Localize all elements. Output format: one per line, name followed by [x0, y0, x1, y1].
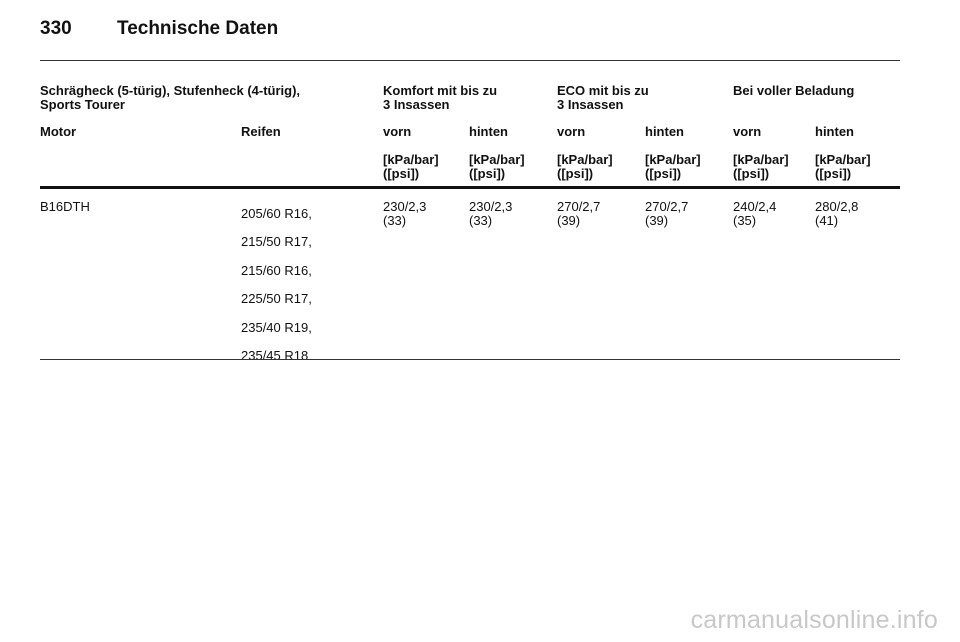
pressure-kpa-bar: 230/2,3 — [469, 199, 513, 214]
column-header-full-front: vorn — [733, 124, 762, 139]
pressure-kpa-bar: 280/2,8 — [815, 199, 859, 214]
unit-label-psi: ([psi]) — [645, 166, 682, 181]
comfort-front-pressure: 230/2,3 (33) — [383, 200, 426, 228]
tire-sizes-cell: 205/60 R16, 215/50 R17, 215/60 R16, 225/… — [241, 200, 312, 370]
tire-size: 215/50 R17, — [241, 234, 312, 250]
vehicle-type-header-line1: Schrägheck (5-türig), Stufenheck (4-türi… — [40, 83, 301, 98]
column-header-eco-rear: hinten — [645, 124, 684, 139]
tire-size: 215/60 R16, — [241, 262, 312, 278]
column-header-motor: Motor — [40, 124, 77, 139]
comfort-header: Komfort mit bis zu 3 Insassen — [383, 84, 497, 112]
unit-header-comfort-front: [kPa/bar] ([psi]) — [383, 153, 439, 181]
full-load-header: Bei voller Beladung — [733, 83, 855, 98]
pressure-psi: (39) — [557, 213, 581, 228]
header-divider — [40, 60, 900, 61]
unit-header-full-rear: [kPa/bar] ([psi]) — [815, 153, 871, 181]
eco-rear-pressure: 270/2,7 (39) — [645, 200, 688, 228]
watermark: carmanualsonline.info — [690, 606, 938, 634]
unit-label-psi: ([psi]) — [469, 166, 506, 181]
pressure-psi: (39) — [645, 213, 669, 228]
pressure-psi: (33) — [469, 213, 493, 228]
unit-label-psi: ([psi]) — [733, 166, 770, 181]
unit-label-psi: ([psi]) — [815, 166, 852, 181]
comfort-header-line2: 3 Insassen — [383, 97, 450, 112]
vehicle-type-header: Schrägheck (5-türig), Stufenheck (4-türi… — [40, 84, 300, 112]
eco-header: ECO mit bis zu 3 Insassen — [557, 84, 649, 112]
tire-size: 235/40 R19, — [241, 319, 312, 335]
pressure-psi: (35) — [733, 213, 757, 228]
page-title: Technische Daten — [117, 18, 279, 39]
unit-label-psi: ([psi]) — [383, 166, 420, 181]
unit-label-kpa-bar: [kPa/bar] — [557, 152, 613, 167]
eco-header-line2: 3 Insassen — [557, 97, 624, 112]
unit-label-kpa-bar: [kPa/bar] — [815, 152, 871, 167]
page-number: 330 — [40, 18, 72, 39]
unit-label-kpa-bar: [kPa/bar] — [469, 152, 525, 167]
pressure-kpa-bar: 270/2,7 — [645, 199, 689, 214]
motor-cell: B16DTH — [40, 199, 90, 214]
unit-header-comfort-rear: [kPa/bar] ([psi]) — [469, 153, 525, 181]
unit-header-full-front: [kPa/bar] ([psi]) — [733, 153, 789, 181]
pressure-psi: (41) — [815, 213, 839, 228]
column-header-full-rear: hinten — [815, 124, 854, 139]
table-bottom-divider — [40, 359, 900, 360]
tire-size: 205/60 R16, — [241, 206, 312, 221]
table-header-divider — [40, 186, 900, 189]
unit-label-kpa-bar: [kPa/bar] — [645, 152, 701, 167]
tire-size: 235/45 R18 — [241, 347, 309, 363]
comfort-header-line1: Komfort mit bis zu — [383, 83, 498, 98]
full-rear-pressure: 280/2,8 (41) — [815, 200, 858, 228]
column-header-comfort-rear: hinten — [469, 124, 508, 139]
tire-size: 225/50 R17, — [241, 291, 312, 307]
column-header-eco-front: vorn — [557, 124, 586, 139]
pressure-kpa-bar: 270/2,7 — [557, 199, 601, 214]
column-header-comfort-front: vorn — [383, 124, 412, 139]
pressure-psi: (33) — [383, 213, 407, 228]
eco-header-line1: ECO mit bis zu — [557, 83, 649, 98]
unit-label-kpa-bar: [kPa/bar] — [733, 152, 789, 167]
unit-header-eco-rear: [kPa/bar] ([psi]) — [645, 153, 701, 181]
vehicle-type-header-line2: Sports Tourer — [40, 97, 125, 112]
pressure-kpa-bar: 240/2,4 — [733, 199, 777, 214]
unit-label-kpa-bar: [kPa/bar] — [383, 152, 439, 167]
eco-front-pressure: 270/2,7 (39) — [557, 200, 600, 228]
pressure-kpa-bar: 230/2,3 — [383, 199, 427, 214]
column-header-tires: Reifen — [241, 124, 281, 139]
page-header: 330 Technische Daten — [40, 18, 900, 48]
comfort-rear-pressure: 230/2,3 (33) — [469, 200, 512, 228]
unit-header-eco-front: [kPa/bar] ([psi]) — [557, 153, 613, 181]
unit-label-psi: ([psi]) — [557, 166, 594, 181]
full-front-pressure: 240/2,4 (35) — [733, 200, 776, 228]
